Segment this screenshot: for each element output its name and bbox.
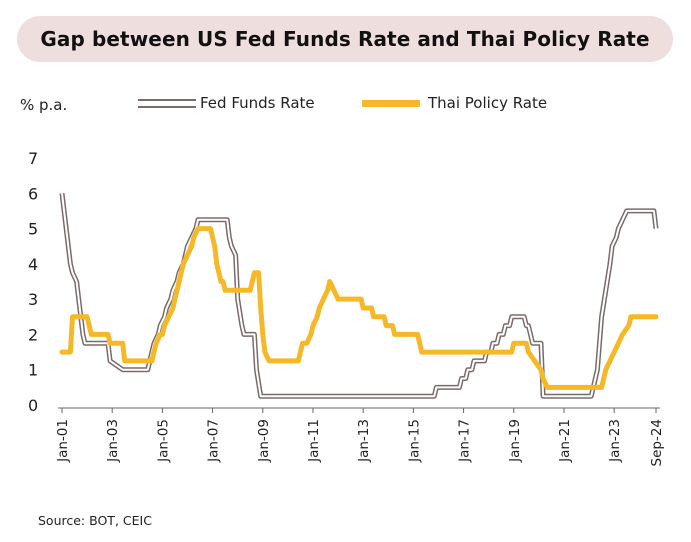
x-tick-label: Sep-24	[649, 419, 665, 467]
y-tick-label: 7	[28, 149, 38, 168]
series-line-thai-policy-rate	[59, 226, 659, 390]
source-note: Source: BOT, CEIC	[38, 513, 152, 528]
y-tick-label: 4	[28, 255, 38, 274]
y-axis-unit-label: % p.a.	[20, 96, 68, 114]
y-tick-label: 5	[28, 220, 38, 239]
series-line-fed-funds-rate-inner	[61, 193, 657, 398]
x-tick-label: Jan-17	[457, 419, 473, 463]
chart-legend: Fed Funds Rate Thai Policy Rate	[0, 92, 691, 118]
series-layer	[59, 193, 659, 399]
x-tick-label: Jan-19	[507, 419, 523, 463]
x-tick-label: Jan-09	[256, 419, 272, 463]
y-tick-label: 6	[28, 184, 38, 203]
legend-swatch-thai	[362, 99, 420, 107]
y-tick-label: 1	[28, 361, 38, 380]
legend-label-thai: Thai Policy Rate	[428, 94, 548, 112]
x-tick-label: Jan-11	[306, 419, 322, 463]
chart-title-banner: Gap between US Fed Funds Rate and Thai P…	[17, 16, 673, 62]
x-tick-label: Jan-21	[557, 419, 573, 463]
x-tick-label: Jan-01	[55, 419, 71, 463]
y-axis: 0 1 2 3 4 5 6 7	[28, 149, 38, 415]
x-tick-label: Jan-23	[607, 419, 623, 463]
x-tick-label: Jan-15	[406, 419, 422, 463]
y-tick-label: 3	[28, 290, 38, 309]
legend-item-thai: Thai Policy Rate	[362, 94, 547, 112]
x-tick-label: Jan-03	[105, 419, 121, 463]
y-tick-label: 0	[28, 396, 38, 415]
x-tick-label: Jan-05	[155, 419, 171, 463]
legend-label-fed: Fed Funds Rate	[200, 94, 315, 112]
legend-swatch-fed	[138, 98, 196, 108]
legend-item-fed: Fed Funds Rate	[138, 94, 315, 112]
x-tick-label: Jan-13	[356, 419, 372, 463]
y-tick-label: 2	[28, 325, 38, 344]
chart-title: Gap between US Fed Funds Rate and Thai P…	[40, 27, 650, 51]
x-tick-label: Jan-07	[206, 419, 222, 463]
series-line-fed-funds-rate	[59, 193, 659, 399]
x-axis: Jan-01 Jan-03 Jan-05 Jan-07 Jan-09 Jan-11 Jan-…	[55, 408, 665, 467]
